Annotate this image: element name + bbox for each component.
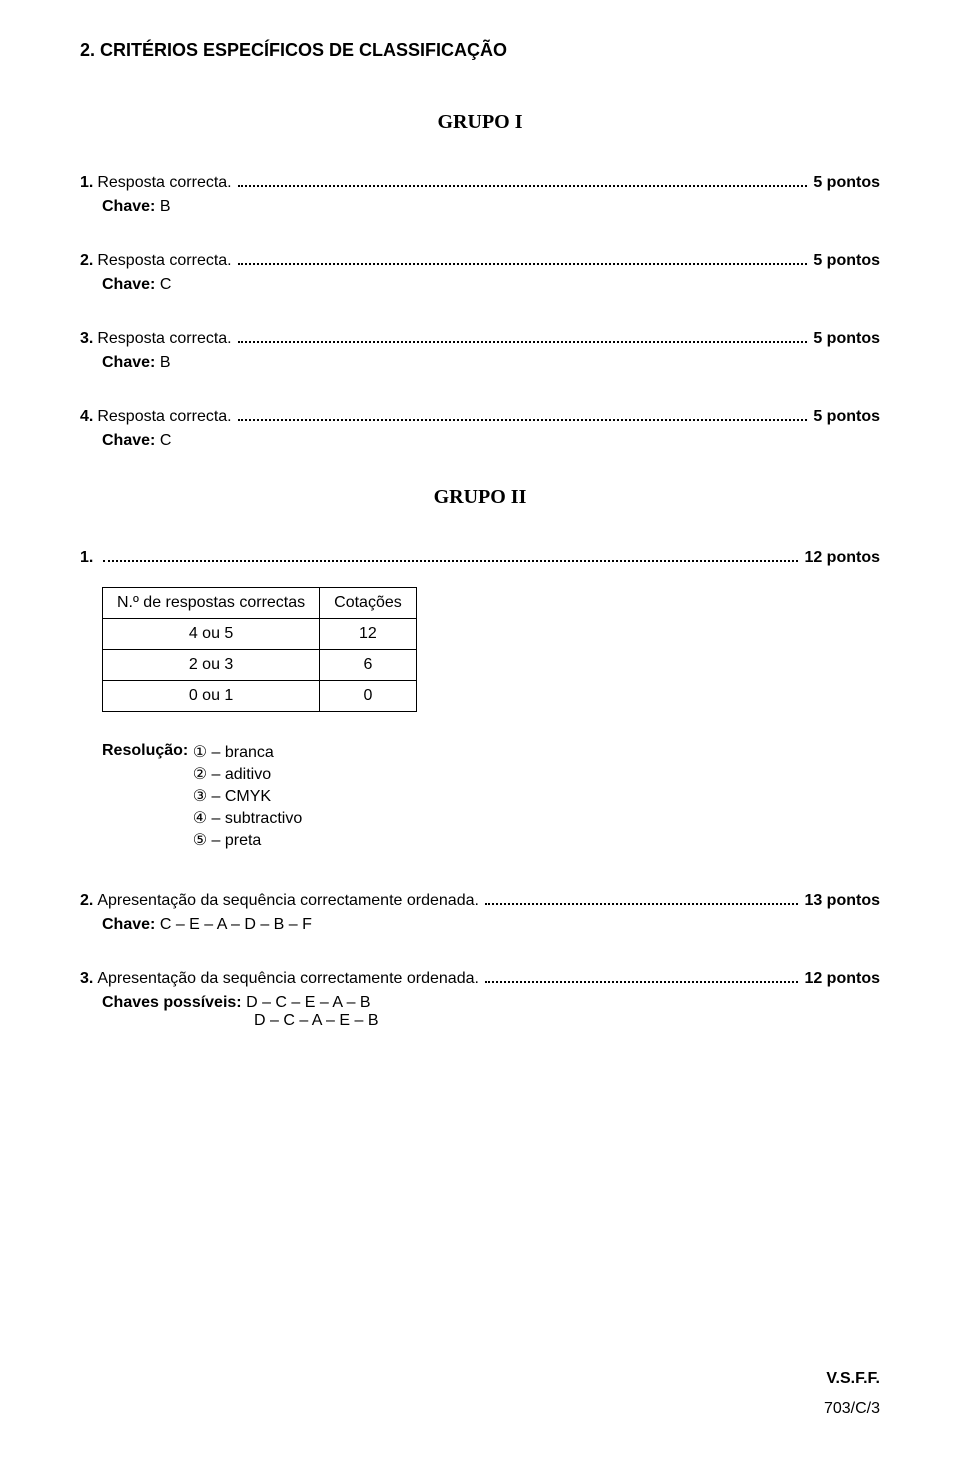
chave-value: B [160,354,171,371]
item-number: 1. [80,174,93,192]
circled-number: ⑤ [193,832,207,849]
chave-label: Chave: [102,916,155,933]
table-header: Cotações [320,588,417,619]
resolucao-value: – aditivo [212,766,272,783]
chaves-value: D – C – E – A – B [246,994,371,1011]
leader-dots [238,419,808,421]
leader-dots [238,263,808,265]
leader-dots [103,560,798,562]
item-points: 12 pontos [804,549,880,567]
item-number: 2. [80,252,93,270]
table-header: N.º de respostas correctas [103,588,320,619]
chave-value: C [160,276,172,293]
resolucao-value: – subtractivo [212,810,303,827]
circled-number: ③ [193,788,207,805]
chave-value: C [160,432,172,449]
item-number: 3. [80,970,93,988]
chave-label: Chave: [102,198,155,215]
leader-dots [238,341,808,343]
item-points: 5 pontos [813,408,880,426]
item-number: 4. [80,408,93,426]
item-number: 3. [80,330,93,348]
chaves-label: Chaves possíveis: [102,994,242,1011]
resolucao-label: Resolução: [102,742,188,759]
group1-item-4: 4. Resposta correcta. 5 pontos Chave: C [80,408,880,450]
item-points: 5 pontos [813,174,880,192]
circled-number: ① [193,744,207,761]
cotacoes-table: N.º de respostas correctas Cotações 4 ou… [102,587,880,712]
table-cell: 0 ou 1 [103,681,320,712]
item-text: Resposta correcta. [97,408,231,426]
group-2-title: GRUPO II [80,486,880,509]
leader-dots [485,981,799,983]
item-points: 5 pontos [813,252,880,270]
chave-value: C – E – A – D – B – F [160,916,312,933]
circled-number: ④ [193,810,207,827]
group1-item-1: 1. Resposta correcta. 5 pontos Chave: B [80,174,880,216]
section-heading: 2. CRITÉRIOS ESPECÍFICOS DE CLASSIFICAÇÃ… [80,40,880,61]
leader-dots [238,185,808,187]
table-cell: 6 [320,650,417,681]
chave-label: Chave: [102,276,155,293]
item-text: Resposta correcta. [97,174,231,192]
item-text: Apresentação da sequência correctamente … [97,970,479,988]
circled-number: ② [193,766,207,783]
item-number: 2. [80,892,93,910]
group2-item-3: 3. Apresentação da sequência correctamen… [80,970,880,1030]
group1-item-2: 2. Resposta correcta. 5 pontos Chave: C [80,252,880,294]
group1-item-3: 3. Resposta correcta. 5 pontos Chave: B [80,330,880,372]
item-points: 12 pontos [804,970,880,988]
group-1-title: GRUPO I [80,111,880,134]
table-cell: 12 [320,619,417,650]
footer-vsff: V.S.F.F. [826,1370,880,1388]
item-number: 1. [80,549,93,567]
chave-label: Chave: [102,432,155,449]
resolucao-block: Resolução: ① – branca ② – aditivo ③ – CM… [102,742,880,852]
table-cell: 0 [320,681,417,712]
group2-item-1: 1. 12 pontos N.º de respostas correctas … [80,549,880,852]
item-text: Apresentação da sequência correctamente … [97,892,479,910]
table-cell: 2 ou 3 [103,650,320,681]
item-text: Resposta correcta. [97,330,231,348]
resolucao-value: – preta [212,832,262,849]
chave-value: B [160,198,171,215]
resolucao-value: – branca [212,744,274,761]
item-text: Resposta correcta. [97,252,231,270]
item-points: 5 pontos [813,330,880,348]
group2-item-2: 2. Apresentação da sequência correctamen… [80,892,880,934]
resolucao-value: – CMYK [212,788,272,805]
footer-code: 703/C/3 [824,1400,880,1418]
leader-dots [485,903,799,905]
chaves-value: D – C – A – E – B [254,1012,880,1030]
item-points: 13 pontos [804,892,880,910]
chave-label: Chave: [102,354,155,371]
table-cell: 4 ou 5 [103,619,320,650]
